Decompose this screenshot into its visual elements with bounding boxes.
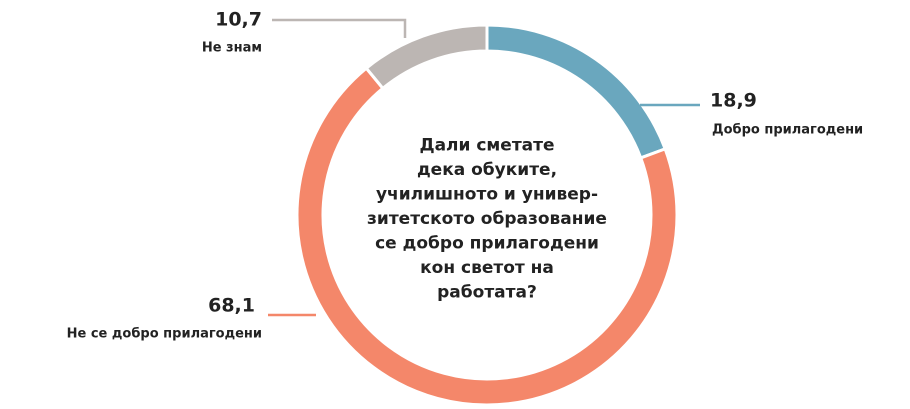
donut-segment <box>295 66 679 407</box>
category-label: Не се добро прилагодени <box>67 327 262 342</box>
center-question: се добро прилагодени <box>375 234 599 254</box>
value-label: 10,7 <box>215 9 262 31</box>
center-question: кон светот на <box>420 258 554 278</box>
center-question: дека обуките, <box>417 160 557 180</box>
center-question: училишното и универ- <box>376 185 598 205</box>
center-question: работата? <box>437 283 537 303</box>
category-label: Не знам <box>202 41 262 56</box>
category-label: Добро прилагодени <box>712 123 863 138</box>
donut-segment <box>364 23 489 91</box>
center-question: зитетското образование <box>367 209 607 229</box>
center-question: Дали сметате <box>419 136 554 156</box>
value-label: 18,9 <box>710 90 757 112</box>
value-label: 68,1 <box>208 295 255 317</box>
leader-line <box>272 18 407 38</box>
